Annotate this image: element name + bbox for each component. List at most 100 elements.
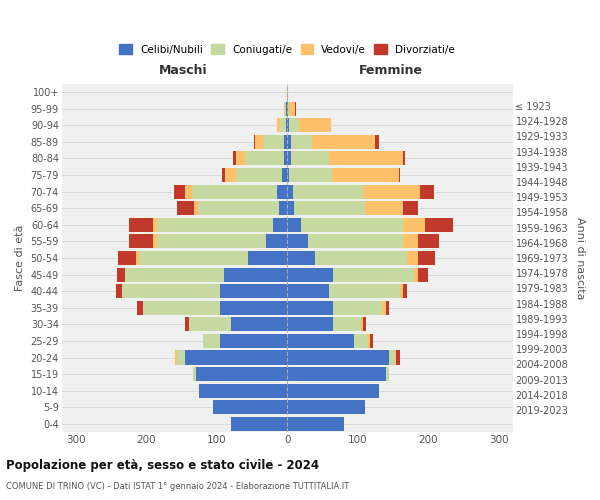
Bar bbox=[289, 168, 332, 182]
Bar bbox=[365, 201, 403, 215]
Bar bbox=[287, 384, 379, 398]
Bar bbox=[363, 184, 419, 198]
Bar bbox=[414, 268, 418, 281]
Bar bbox=[154, 234, 157, 248]
Bar bbox=[284, 134, 287, 149]
Bar bbox=[287, 417, 344, 431]
Bar bbox=[295, 102, 296, 116]
Bar bbox=[400, 284, 403, 298]
Bar bbox=[220, 334, 287, 348]
Bar bbox=[284, 102, 285, 116]
Bar bbox=[185, 350, 287, 364]
Bar bbox=[332, 168, 398, 182]
Bar bbox=[354, 334, 368, 348]
Bar bbox=[196, 367, 287, 381]
Bar bbox=[221, 168, 225, 182]
Bar bbox=[333, 268, 414, 281]
Bar bbox=[185, 318, 188, 332]
Bar bbox=[136, 251, 139, 265]
Bar bbox=[312, 134, 375, 149]
Bar bbox=[407, 251, 418, 265]
Bar bbox=[289, 118, 299, 132]
Bar bbox=[154, 218, 157, 232]
Bar bbox=[192, 184, 277, 198]
Bar bbox=[287, 318, 333, 332]
Bar bbox=[287, 85, 288, 99]
Bar bbox=[389, 350, 395, 364]
Bar bbox=[256, 134, 263, 149]
Text: Maschi: Maschi bbox=[159, 64, 208, 76]
Bar bbox=[231, 417, 287, 431]
Bar bbox=[316, 251, 407, 265]
Bar bbox=[286, 118, 287, 132]
Bar bbox=[301, 218, 403, 232]
Bar bbox=[254, 134, 256, 149]
Bar bbox=[280, 118, 286, 132]
Text: COMUNE DI TRINO (VC) - Dati ISTAT 1° gennaio 2024 - Elaborazione TUTTITALIA.IT: COMUNE DI TRINO (VC) - Dati ISTAT 1° gen… bbox=[6, 482, 349, 491]
Bar bbox=[287, 168, 289, 182]
Bar bbox=[193, 367, 196, 381]
Bar bbox=[403, 218, 425, 232]
Bar bbox=[198, 201, 279, 215]
Bar bbox=[293, 184, 363, 198]
Bar bbox=[128, 218, 154, 232]
Bar bbox=[236, 168, 281, 182]
Bar bbox=[375, 134, 379, 149]
Bar bbox=[266, 234, 287, 248]
Bar bbox=[299, 118, 331, 132]
Bar bbox=[288, 102, 289, 116]
Bar bbox=[273, 218, 287, 232]
Bar bbox=[139, 251, 248, 265]
Legend: Celibi/Nubili, Coniugati/e, Vedovi/e, Divorziati/e: Celibi/Nubili, Coniugati/e, Vedovi/e, Di… bbox=[115, 40, 459, 58]
Bar bbox=[287, 118, 289, 132]
Bar bbox=[370, 334, 373, 348]
Bar bbox=[294, 201, 365, 215]
Bar bbox=[287, 334, 354, 348]
Bar bbox=[425, 218, 453, 232]
Bar bbox=[157, 234, 266, 248]
Bar bbox=[362, 318, 366, 332]
Bar bbox=[137, 300, 143, 315]
Bar bbox=[287, 251, 316, 265]
Bar bbox=[386, 300, 389, 315]
Bar bbox=[289, 102, 295, 116]
Bar bbox=[279, 201, 287, 215]
Y-axis label: Anni di nascita: Anni di nascita bbox=[575, 216, 585, 299]
Bar bbox=[287, 284, 329, 298]
Bar bbox=[403, 201, 418, 215]
Bar bbox=[199, 384, 287, 398]
Bar bbox=[203, 334, 220, 348]
Bar bbox=[284, 152, 287, 166]
Y-axis label: Fasce di età: Fasce di età bbox=[15, 225, 25, 291]
Bar bbox=[143, 300, 220, 315]
Bar bbox=[329, 284, 400, 298]
Bar bbox=[368, 334, 370, 348]
Bar bbox=[286, 102, 287, 116]
Bar bbox=[418, 268, 428, 281]
Bar bbox=[176, 201, 194, 215]
Bar bbox=[287, 234, 308, 248]
Bar bbox=[418, 251, 435, 265]
Text: Popolazione per età, sesso e stato civile - 2024: Popolazione per età, sesso e stato civil… bbox=[6, 460, 319, 472]
Bar bbox=[122, 284, 220, 298]
Bar bbox=[333, 318, 361, 332]
Bar bbox=[291, 134, 312, 149]
Bar bbox=[419, 184, 434, 198]
Bar bbox=[224, 268, 287, 281]
Bar bbox=[220, 300, 287, 315]
Bar bbox=[287, 201, 294, 215]
Bar bbox=[213, 400, 287, 414]
Bar bbox=[418, 234, 439, 248]
Bar bbox=[263, 134, 284, 149]
Bar bbox=[236, 152, 245, 166]
Bar bbox=[128, 234, 154, 248]
Bar bbox=[277, 118, 280, 132]
Bar bbox=[116, 268, 125, 281]
Bar bbox=[231, 318, 287, 332]
Bar bbox=[395, 350, 397, 364]
Bar bbox=[291, 152, 329, 166]
Bar bbox=[287, 400, 365, 414]
Bar bbox=[287, 134, 291, 149]
Bar bbox=[287, 300, 333, 315]
Bar bbox=[361, 318, 362, 332]
